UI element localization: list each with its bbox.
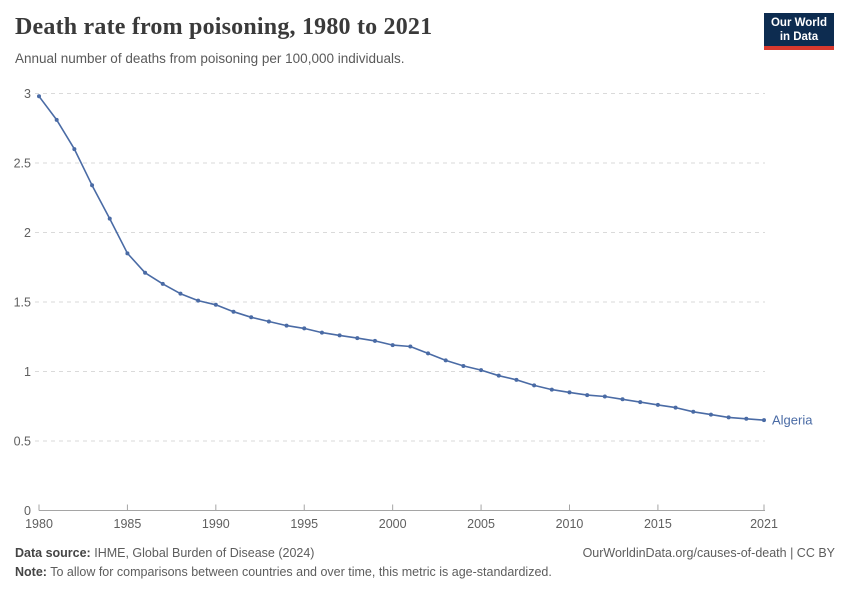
chart-canvas[interactable]: 0 0.5 1 1.5 2 2.5 3 1980 1985 1990 1995 2000 2005 201… (0, 80, 850, 540)
footer-license-link[interactable]: OurWorldinData.org/causes-of-death | CC … (582, 546, 835, 560)
y-tick-label: 1.5 (14, 296, 31, 310)
x-tick-label: 2000 (379, 517, 407, 531)
series-line-algeria (38, 95, 765, 421)
data-source-text: Data source: IHME, Global Burden of Dise… (15, 544, 314, 563)
x-tick-label: 1985 (114, 517, 142, 531)
data-source-label: Data source: (15, 546, 91, 560)
chart-footer: Data source: IHME, Global Burden of Dise… (15, 544, 835, 582)
x-tick-label: 1980 (25, 517, 53, 531)
y-tick-label: 0 (24, 504, 31, 518)
y-tick-label: 3 (24, 87, 31, 101)
owid-logo[interactable]: Our World in Data (763, 13, 834, 51)
note-text: Note: To allow for comparisons between c… (15, 563, 552, 582)
chart-subtitle: Annual number of deaths from poisoning p… (15, 51, 405, 66)
y-axis-labels: 0 0.5 1 1.5 2 2.5 3 (14, 87, 31, 518)
page-title: Death rate from poisoning, 1980 to 2021 (15, 14, 433, 40)
x-axis: 1980 1985 1990 1995 2000 2005 2010 2015 2021 (25, 504, 778, 531)
y-gridlines (35, 93, 765, 442)
x-tick-label: 2021 (750, 517, 778, 531)
owid-logo-line2: in Data (779, 30, 819, 43)
data-source-value: IHME, Global Burden of Disease (2024) (94, 546, 315, 560)
x-tick-label: 2005 (467, 517, 495, 531)
x-tick-label: 2015 (644, 517, 672, 531)
note-label: Note: (15, 565, 47, 579)
x-tick-label: 2010 (556, 517, 584, 531)
entity-label-algeria[interactable]: Algeria (772, 413, 813, 428)
y-tick-label: 1 (24, 365, 31, 379)
note-value: To allow for comparisons between countri… (50, 565, 552, 579)
x-tick-label: 1995 (290, 517, 318, 531)
owid-logo-line1: Our World (770, 17, 827, 29)
series-points-algeria (37, 94, 766, 423)
y-tick-label: 2.5 (14, 157, 31, 171)
x-tick-label: 1990 (202, 517, 230, 531)
y-tick-label: 2 (24, 226, 31, 240)
y-tick-label: 0.5 (14, 435, 31, 449)
